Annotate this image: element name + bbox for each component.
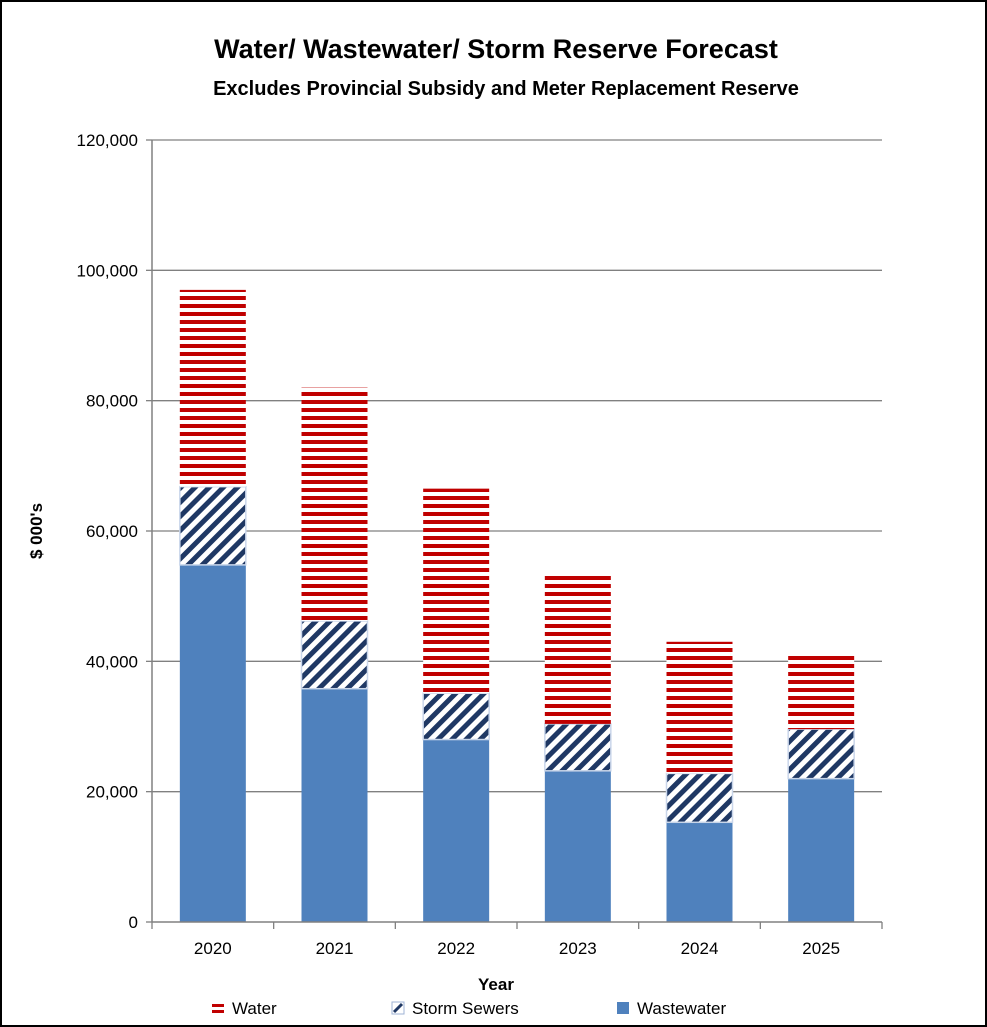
y-tick-label: 60,000 — [86, 522, 138, 541]
bar-storm-sewers-2023 — [544, 723, 612, 772]
chart-title: Water/ Wastewater/ Storm Reserve Forecas… — [214, 34, 778, 64]
y-axis-ticks: 0 20,000 40,000 60,000 80,000 100,000 120,000 — [77, 131, 152, 932]
y-tick-label: 120,000 — [77, 131, 138, 150]
y-tick-label: 100,000 — [77, 261, 138, 280]
bar-storm-sewers-2022 — [422, 692, 490, 741]
x-tick-label: 2021 — [316, 939, 354, 958]
chart-subtitle: Excludes Provincial Subsidy and Meter Re… — [213, 78, 799, 100]
bar-wastewater-2022 — [423, 739, 490, 922]
x-axis-ticks: 2020 2021 2022 2023 2024 2025 — [151, 922, 883, 958]
bar-wastewater-2021 — [301, 688, 368, 922]
y-tick-label: 20,000 — [86, 783, 138, 802]
bar-storm-sewers-2025 — [787, 728, 855, 780]
bar-storm-sewers-2020 — [179, 485, 247, 566]
x-tick-label: 2023 — [559, 939, 597, 958]
legend: Water Storm Sewers Wastewater — [212, 999, 726, 1018]
bar-water-2023 — [544, 574, 611, 724]
y-tick-label: 80,000 — [86, 392, 138, 411]
legend-label: Wastewater — [637, 999, 726, 1018]
bar-water-2021 — [301, 387, 368, 621]
x-tick-label: 2025 — [802, 939, 840, 958]
x-tick-label: 2024 — [681, 939, 719, 958]
legend-swatch-water — [212, 1004, 224, 1013]
bar-storm-sewers-2021 — [300, 620, 369, 690]
gridlines — [152, 139, 882, 793]
legend-label: Storm Sewers — [412, 999, 519, 1018]
legend-label: Water — [232, 999, 277, 1018]
bar-water-2020 — [179, 289, 246, 487]
bar-wastewater-2024 — [666, 822, 733, 922]
bar-wastewater-2023 — [544, 770, 611, 922]
y-tick-label: 40,000 — [86, 652, 138, 671]
y-tick-label: 0 — [129, 913, 138, 932]
bar-water-2024 — [666, 641, 733, 774]
legend-swatch-storm-sewers — [391, 1001, 405, 1015]
legend-swatch-wastewater — [617, 1002, 629, 1014]
bar-storm-sewers-2024 — [665, 772, 734, 824]
bars — [179, 289, 855, 922]
bar-wastewater-2025 — [788, 778, 855, 922]
x-tick-label: 2020 — [194, 939, 232, 958]
bar-water-2022 — [423, 488, 490, 694]
bar-water-2025 — [788, 654, 855, 730]
x-tick-label: 2022 — [437, 939, 475, 958]
bar-wastewater-2020 — [179, 564, 246, 922]
y-axis-label: $ 000's — [27, 503, 46, 559]
x-axis-label: Year — [478, 975, 514, 994]
